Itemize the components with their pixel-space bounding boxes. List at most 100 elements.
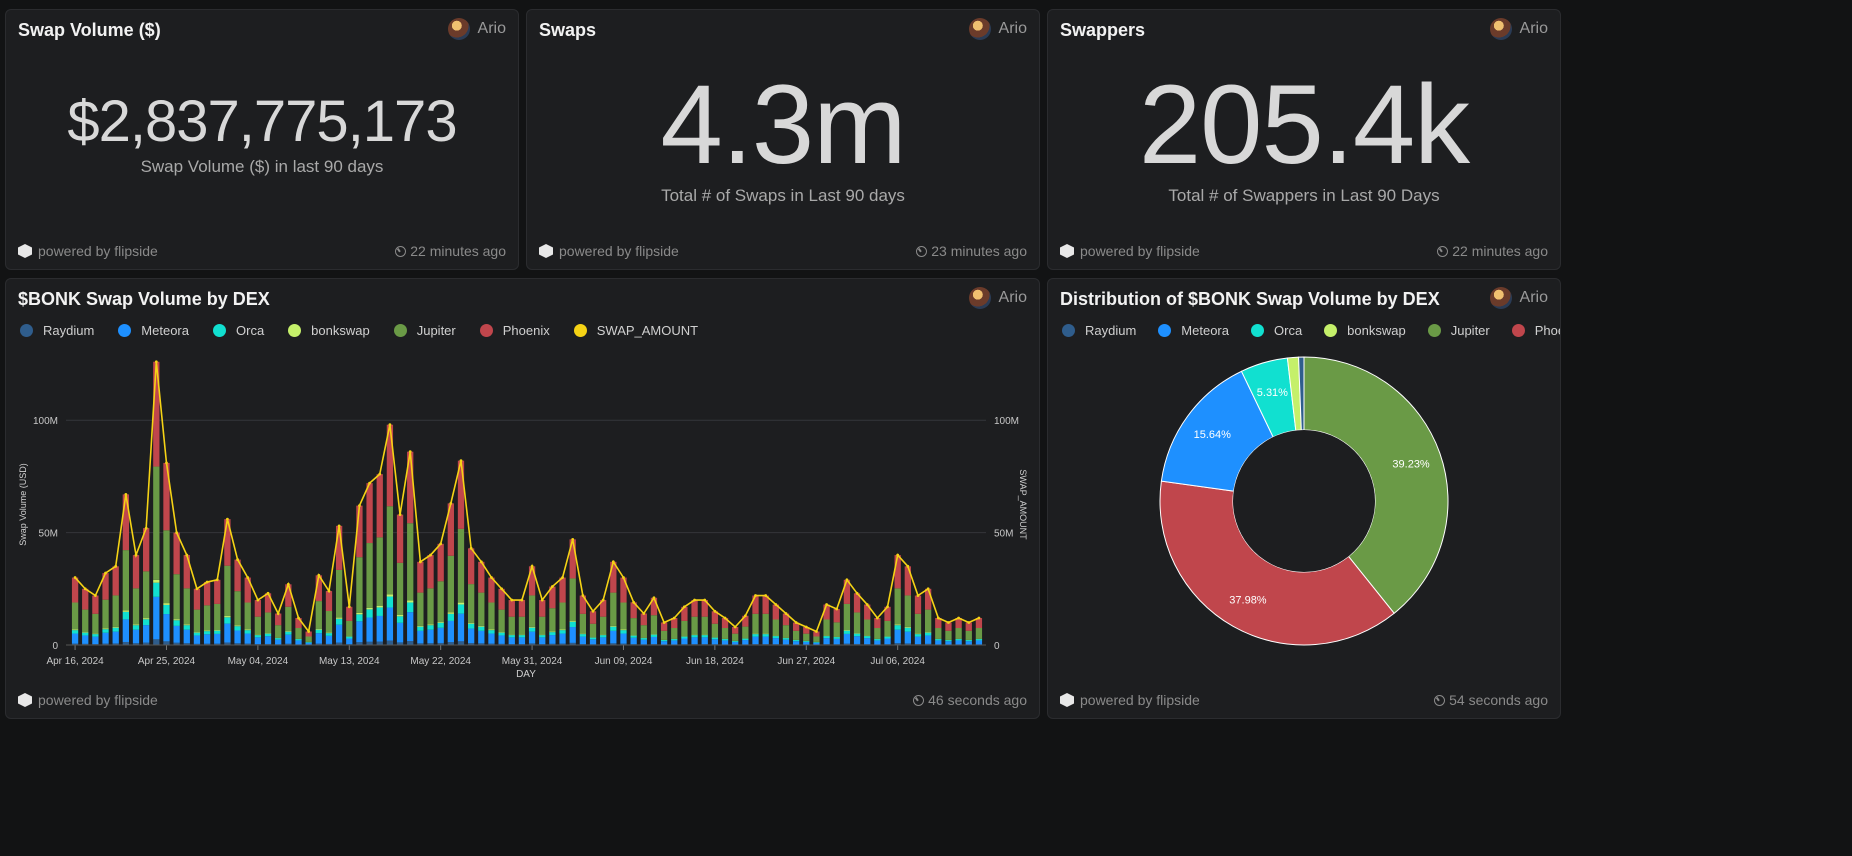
avatar [1489, 287, 1512, 309]
bar-segment-orca [711, 637, 719, 640]
last-updated: 23 minutes ago [916, 243, 1027, 259]
powered-by[interactable]: powered by flipside [1060, 692, 1200, 708]
bar-segment-phoenix [112, 566, 119, 596]
swap-amount-point [916, 594, 920, 597]
bar-segment-bonkswap [843, 630, 851, 631]
bar-segment-meteora [153, 596, 160, 640]
bar-segment-jupiter [407, 523, 414, 601]
bar-segment-raydium [386, 640, 394, 645]
bar-segment-orca [772, 636, 779, 639]
legend-item-jupiter[interactable]: Jupiter [1427, 323, 1490, 338]
bar-segment-meteora [813, 642, 820, 645]
bar-segment-orca [437, 622, 444, 628]
bar-segment-meteora [224, 623, 231, 643]
legend-item-orca[interactable]: Orca [1251, 323, 1302, 338]
swap-amount-point [175, 531, 179, 534]
y2-tick-label: 50M [994, 529, 1013, 540]
bar-segment-orca [569, 621, 576, 628]
bar-segment-raydium [924, 643, 932, 645]
legend-item-meteora[interactable]: Meteora [118, 323, 189, 338]
bar-segment-orca [721, 639, 729, 641]
swap-amount-point [611, 560, 615, 564]
bar-segment-orca [325, 633, 333, 636]
bar-segment-raydium [447, 642, 454, 645]
bar-segment-meteora [528, 631, 536, 644]
bar-segment-phoenix [153, 361, 160, 467]
bar-segment-orca [600, 635, 607, 638]
powered-by[interactable]: powered by flipside [1060, 243, 1200, 259]
powered-text: powered by flipside [559, 243, 679, 259]
bar-segment-orca [610, 626, 617, 631]
author[interactable]: Ario [1489, 18, 1548, 40]
legend-item-bonkswap[interactable]: bonkswap [288, 323, 370, 338]
legend-item-jupiter[interactable]: Jupiter [393, 323, 456, 338]
swap-amount-point [662, 621, 666, 624]
y-axis-label: Swap Volume (USD) [18, 463, 28, 546]
powered-by[interactable]: powered by flipside [18, 692, 158, 708]
bar-segment-jupiter [193, 609, 201, 633]
bar-segment-raydium [183, 643, 190, 645]
bar-segment-jupiter [924, 609, 932, 633]
legend-item-phoenix[interactable]: Phoenix [479, 323, 550, 338]
bar-segment-meteora [843, 633, 851, 644]
legend-item-orca[interactable]: Orca [213, 323, 264, 338]
swap-amount-point [743, 614, 747, 618]
legend-item-phoenix[interactable]: Phoenix [1511, 323, 1560, 338]
bar-segment-jupiter [549, 608, 556, 632]
updated-text: 54 seconds ago [1449, 692, 1548, 708]
bar-segment-orca [528, 627, 536, 632]
powered-by[interactable]: powered by flipside [18, 243, 158, 259]
swap-amount-point [368, 481, 371, 485]
bar-segment-phoenix [92, 595, 99, 614]
x-tick-label: Jul 06, 2024 [870, 656, 925, 667]
bar-segment-jupiter [762, 613, 769, 634]
bar-segment-jupiter [478, 592, 485, 626]
bar-segment-orca [366, 609, 373, 618]
bar-segment-raydium [478, 643, 485, 645]
bar-segment-raydium [112, 643, 119, 645]
swap-amount-point [804, 625, 808, 629]
swap-amount-point [215, 578, 219, 582]
bar-segment-jupiter [224, 565, 231, 617]
bar-chart: 0 0 50M 50M 100M 100M Swap Volume (USD) SWAP_AM… [18, 360, 1028, 679]
last-updated: 22 minutes ago [1437, 243, 1548, 259]
bar-segment-raydium [437, 642, 444, 645]
bar-segment-meteora [457, 613, 465, 642]
swap-amount-point [358, 504, 361, 508]
bar-segment-raydium [904, 643, 911, 645]
bar-segment-jupiter [742, 626, 749, 639]
bar-segment-phoenix [874, 618, 881, 629]
bar-segment-orca [539, 635, 546, 638]
bar-segment-phoenix [396, 514, 404, 563]
legend-swatch [1251, 324, 1264, 337]
bar-segment-jupiter [143, 571, 150, 619]
clock-icon [916, 245, 928, 257]
author[interactable]: Ario [968, 287, 1027, 309]
bar-segment-phoenix [884, 606, 891, 621]
bar-segment-phoenix [640, 613, 647, 626]
swap-amount-point [571, 537, 575, 541]
bar-segment-phoenix [143, 528, 150, 572]
bar-segment-orca [965, 640, 972, 642]
bar-segment-orca [975, 639, 983, 641]
author[interactable]: Ario [447, 18, 506, 40]
bar-segment-raydium [143, 642, 150, 645]
bar-segment-orca [112, 627, 119, 632]
legend-item-meteora[interactable]: Meteora [1158, 323, 1229, 338]
legend-swatch [479, 324, 493, 337]
legend-label: Orca [236, 323, 265, 338]
legend-item-swap-amount[interactable]: SWAP_AMOUNT [573, 323, 698, 338]
bar-segment-phoenix [183, 555, 190, 589]
bar-segment-jupiter [721, 628, 729, 639]
legend-item-bonkswap[interactable]: bonkswap [1324, 323, 1406, 338]
author[interactable]: Ario [968, 18, 1027, 40]
bar-segment-jupiter [498, 609, 505, 633]
bar-segment-orca [955, 639, 962, 641]
legend-item-raydium[interactable]: Raydium [1062, 323, 1136, 338]
x-axis-label: DAY [516, 669, 536, 679]
author[interactable]: Ario [1489, 287, 1548, 309]
powered-by[interactable]: powered by flipside [539, 243, 679, 259]
legend-item-raydium[interactable]: Raydium [20, 323, 94, 338]
x-tick-label: Jun 18, 2024 [686, 656, 744, 667]
bar-segment-jupiter [813, 636, 820, 642]
